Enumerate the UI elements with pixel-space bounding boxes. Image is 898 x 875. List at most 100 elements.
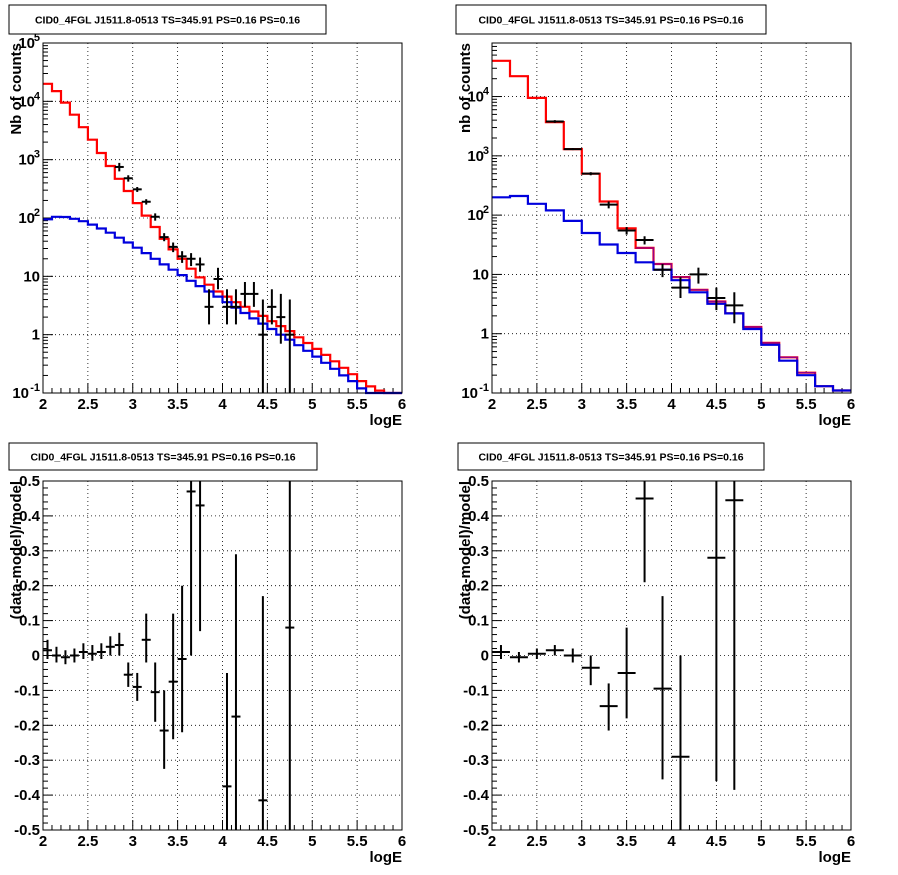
data-point: [96, 643, 106, 659]
chart-title-box: [457, 442, 765, 471]
chart-title: CID0_4FGL J1511.8-0513 TS=345.91 PS=0.16…: [478, 452, 743, 464]
y-tick-label-exp: 3: [34, 149, 40, 161]
model-step-line-2: [43, 215, 402, 395]
y-tick-label: 10: [23, 268, 40, 285]
chart-panel-4: CID0_4FGL J1511.8-0513 TS=345.91 PS=0.16…: [457, 442, 855, 866]
data-point: [141, 613, 151, 663]
model-step-line-1: [492, 59, 851, 392]
x-tick-label: 2: [39, 833, 47, 850]
data-point: [222, 672, 232, 830]
y-tick-label-exp: 4: [483, 86, 490, 98]
x-tick-label: 4: [218, 833, 227, 850]
data-point: [707, 287, 726, 311]
data-point: [707, 481, 726, 782]
x-tick-label: 3: [578, 396, 586, 413]
data-point: [150, 213, 160, 221]
y-tick-label: 1: [32, 327, 40, 344]
x-tick-label: 2.5: [77, 833, 98, 850]
y-tick-label-exp: 4: [34, 90, 41, 102]
y-tick-label: 0: [32, 648, 40, 665]
data-point: [617, 227, 636, 235]
x-tick-label: 4: [667, 396, 676, 413]
y-tick-label: -0.4: [14, 787, 41, 804]
data-point: [43, 639, 52, 659]
y-tick-label: 0.5: [468, 473, 489, 490]
chart-panel-1: CID0_4FGL J1511.8-0513 TS=345.91 PS=0.16…: [8, 4, 406, 429]
x-tick-label: 4: [218, 396, 227, 413]
data-point: [285, 481, 295, 830]
x-tick-label: 2.5: [526, 396, 547, 413]
plot-frame: [42, 42, 403, 394]
y-tick-label: 0.4: [19, 508, 41, 525]
data-point: [186, 253, 196, 267]
data-point: [123, 662, 133, 687]
data-point: [258, 299, 268, 393]
y-axis-label: (data-model)/model: [8, 481, 25, 619]
x-tick-label: 2.5: [526, 833, 547, 850]
y-tick-label-exp: 2: [483, 204, 489, 216]
model-step-line-1: [43, 82, 402, 395]
data-point: [617, 627, 636, 719]
data-point: [267, 289, 277, 325]
x-axis-label: logE: [819, 412, 852, 429]
data-point: [527, 648, 546, 659]
data-point: [509, 652, 528, 663]
y-tick-label: -0.4: [463, 787, 490, 804]
data-point: [213, 267, 223, 290]
x-axis-label: logE: [819, 849, 852, 866]
y-tick-label: -0.5: [463, 822, 489, 839]
x-tick-label: 5: [757, 396, 765, 413]
data-point: [635, 481, 654, 583]
y-tick-label-base: 10: [18, 93, 35, 110]
data-point: [492, 645, 510, 659]
data-point: [276, 293, 286, 344]
y-tick-label: 0.3: [468, 543, 489, 560]
x-tick-label: 3: [578, 833, 586, 850]
y-tick-label: 1: [481, 326, 489, 343]
data-point: [177, 585, 187, 733]
data-point: [599, 683, 618, 731]
x-tick-label: 5: [757, 833, 765, 850]
y-tick-label-base: 10: [18, 152, 35, 169]
plot-frame: [491, 480, 852, 831]
data-point: [563, 648, 582, 663]
x-tick-label: 3.5: [616, 833, 637, 850]
x-tick-label: 5.5: [347, 833, 368, 850]
data-point: [105, 636, 115, 656]
data-point: [168, 242, 178, 253]
x-axis-label: logE: [370, 849, 403, 866]
x-tick-label: 6: [398, 833, 406, 850]
y-tick-label: -0.5: [14, 822, 40, 839]
data-point: [168, 613, 178, 740]
y-tick-label: 0.3: [19, 543, 40, 560]
y-axis-label: Nb of counts: [8, 43, 25, 135]
plot-frame: [42, 480, 403, 831]
data-point: [195, 257, 205, 272]
y-tick-label-base: 10: [467, 207, 484, 224]
data-point: [51, 646, 61, 663]
data-point: [132, 186, 142, 192]
y-tick-label: -0.3: [14, 752, 40, 769]
model-step-line-2: [492, 194, 851, 392]
data-point: [141, 199, 151, 205]
y-tick-label: 0.5: [19, 473, 40, 490]
x-tick-label: 2: [488, 833, 496, 850]
y-tick-label: -0.3: [463, 752, 489, 769]
data-point: [186, 481, 196, 656]
chart-title-box: [455, 4, 767, 35]
y-tick-label-exp: -1: [479, 382, 489, 394]
data-point: [222, 289, 232, 325]
x-tick-label: 5: [308, 396, 316, 413]
x-tick-label: 4: [667, 833, 676, 850]
data-point: [581, 172, 600, 176]
x-tick-label: 4.5: [706, 833, 727, 850]
data-point: [132, 672, 142, 701]
y-tick-label: -0.2: [14, 717, 40, 734]
data-point: [231, 554, 241, 830]
y-tick-label-base: 10: [18, 210, 35, 227]
x-tick-label: 2: [488, 396, 496, 413]
y-tick-label: -0.2: [463, 717, 489, 734]
data-point: [231, 289, 241, 325]
data-point: [123, 175, 133, 182]
y-tick-label-exp: 3: [483, 145, 489, 157]
